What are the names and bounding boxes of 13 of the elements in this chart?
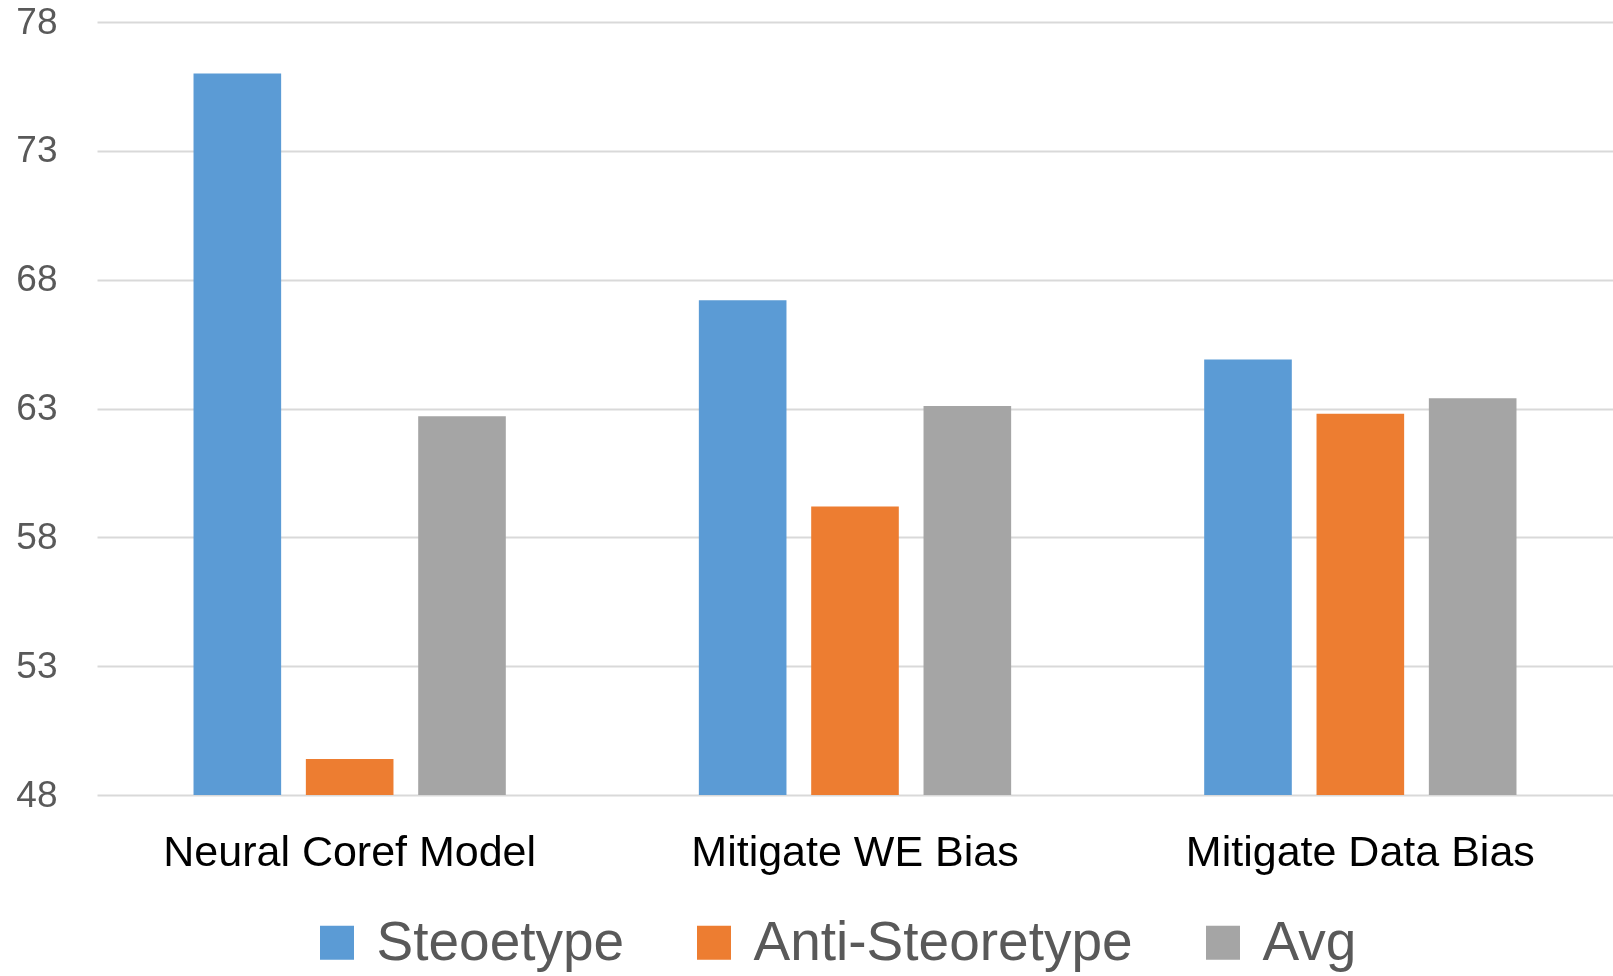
y-tick-label: 53 [16,644,58,686]
x-tick-label: Mitigate WE Bias [691,826,1019,875]
y-tick-label: 63 [16,387,58,428]
legend-label: Steoetype [376,909,625,972]
x-tick-label: Neural Coref Model [163,826,537,875]
y-tick-label: 78 [16,0,58,42]
x-tick-label: Mitigate Data Bias [1185,826,1535,875]
legend-label: Anti-Steoretype [753,909,1133,972]
y-tick-label: 48 [16,773,58,815]
y-tick-label: 58 [16,515,58,557]
legend-label: Avg [1262,909,1357,972]
y-tick-label: 73 [16,129,58,171]
y-tick-label: 68 [16,258,58,300]
